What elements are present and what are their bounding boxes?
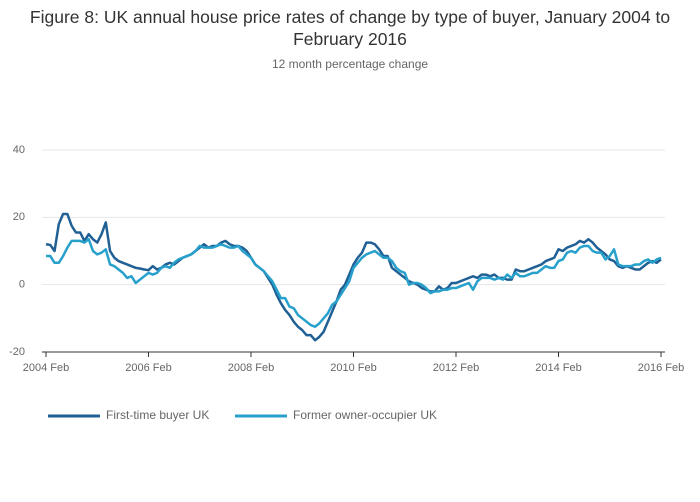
x-tick-label: 2010 Feb — [330, 362, 376, 374]
y-tick-label: 40 — [13, 144, 25, 156]
chart-title: Figure 8: UK annual house price rates of… — [29, 7, 671, 49]
x-tick-label: 2016 Feb — [638, 362, 684, 374]
legend-label: Former owner-occupier UK — [293, 408, 437, 422]
x-tick-label: 2008 Feb — [228, 362, 274, 374]
legend-label: First-time buyer UK — [106, 408, 209, 422]
y-tick-label: 20 — [13, 211, 25, 223]
series-line — [45, 212, 662, 342]
chart-subtitle: 12 month percentage change — [271, 57, 429, 71]
x-tick-label: 2014 Feb — [535, 362, 581, 374]
y-tick-label: 0 — [19, 279, 25, 291]
x-tick-label: 2012 Feb — [433, 362, 479, 374]
x-tick-label: 2006 Feb — [125, 362, 171, 374]
series-line — [46, 237, 662, 328]
x-tick-label: 2004 Feb — [23, 362, 69, 374]
y-tick-label: -20 — [9, 346, 25, 358]
